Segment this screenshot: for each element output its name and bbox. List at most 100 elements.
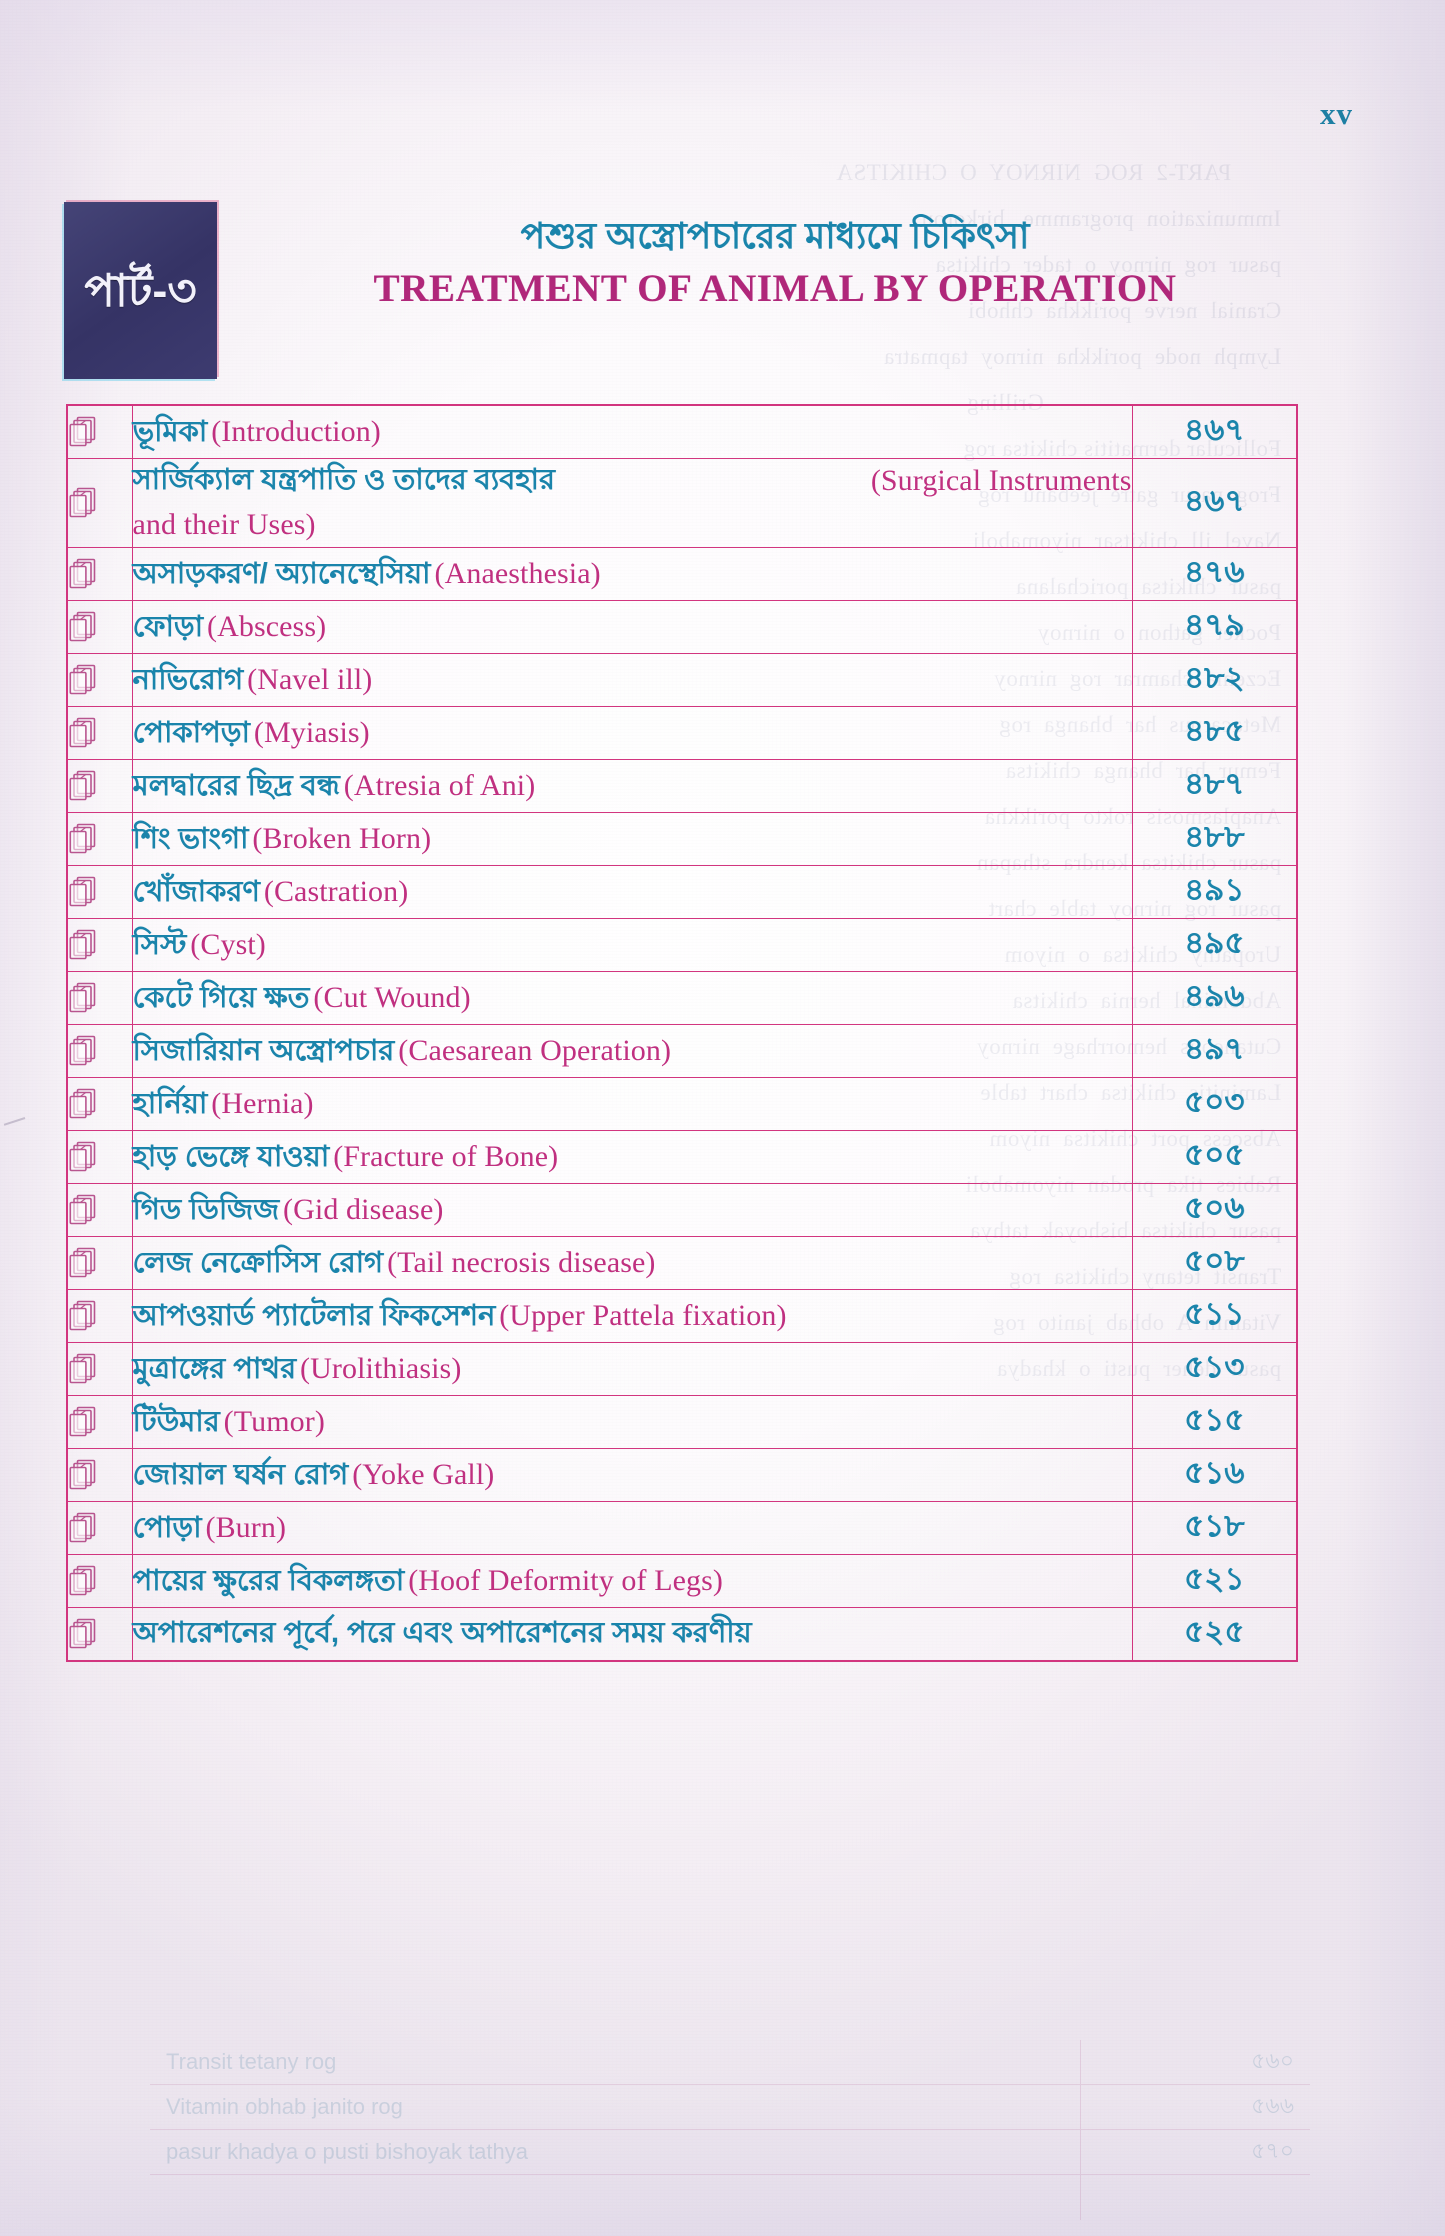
stacked-pages-icon xyxy=(68,981,132,1015)
toc-row[interactable]: নাভিরোগ (Navel ill) ৪৮২ xyxy=(68,652,1296,707)
toc-row[interactable]: টিউমার (Tumor) ৫১৫ xyxy=(68,1394,1296,1449)
toc-row[interactable]: ফোড়া (Abscess) ৪৭৯ xyxy=(68,599,1296,654)
toc-title-english: (Upper Pattela fixation) xyxy=(499,1298,787,1332)
toc-title-english: (Myiasis) xyxy=(253,715,370,749)
toc-row-icon-cell xyxy=(68,917,133,972)
toc-row-page-number: ৫০৩ xyxy=(1131,1076,1296,1131)
toc-row-icon-cell xyxy=(68,1288,133,1343)
toc-title-bengali: টিউমার xyxy=(132,1405,220,1438)
toc-row[interactable]: অসাড়করণ/ অ্যানেস্থেসিয়া (Anaesthesia) ৪… xyxy=(68,546,1296,601)
toc-row-title-cell[interactable]: ভূমিকা (Introduction) xyxy=(131,406,1133,459)
toc-row-title-cell[interactable]: মলদ্বারের ছিদ্র বন্ধ (Atresia of Ani) xyxy=(131,758,1133,813)
toc-row-page-number: ৫১৩ xyxy=(1131,1341,1296,1396)
toc-row-title-cell[interactable]: নাভিরোগ (Navel ill) xyxy=(131,652,1133,707)
toc-row-page-number: ৪৬৭ xyxy=(1131,458,1296,548)
toc-row-title-cell[interactable]: আপওয়ার্ড প্যাটেলার ফিকসেশন (Upper Patte… xyxy=(131,1288,1133,1343)
toc-row-icon-cell xyxy=(68,1235,133,1290)
part-badge-label: পার্ট-৩ xyxy=(84,265,197,316)
toc-row-title-cell[interactable]: সিস্ট (Cyst) xyxy=(131,917,1133,972)
stacked-pages-icon xyxy=(68,1193,132,1227)
stacked-pages-icon xyxy=(68,1087,132,1121)
toc-row[interactable]: মুত্রাঙ্গের পাথর (Urolithiasis) ৫১৩ xyxy=(68,1341,1296,1396)
toc-row-title-cell[interactable]: অসাড়করণ/ অ্যানেস্থেসিয়া (Anaesthesia) xyxy=(131,546,1133,601)
scan-artifact xyxy=(3,1117,31,1141)
toc-row[interactable]: পায়ের ক্ষুরের বিকলঙ্গতা (Hoof Deformity… xyxy=(68,1553,1296,1608)
toc-title-english: (Anaesthesia) xyxy=(434,556,601,590)
toc-title-english: (Yoke Gall) xyxy=(352,1457,495,1491)
toc-row[interactable]: আপওয়ার্ড প্যাটেলার ফিকসেশন (Upper Patte… xyxy=(68,1288,1296,1343)
stacked-pages-icon xyxy=(68,1034,132,1068)
toc-table: ভূমিকা (Introduction) ৪৬৭ সার্জিক্যাল যন্ত… xyxy=(68,406,1296,1660)
toc-title-bengali: ফোড়া xyxy=(132,610,203,643)
toc-row[interactable]: মলদ্বারের ছিদ্র বন্ধ (Atresia of Ani) ৪৮৭ xyxy=(68,758,1296,813)
part-title-block: পশুর অস্ত্রোপচারের মাধ্যমে চিকিৎসা TREAT… xyxy=(240,215,1310,311)
toc-row-title-cell[interactable]: সার্জিক্যাল যন্ত্রপাতি ও তাদের ব্যবহার (S… xyxy=(131,458,1133,548)
toc-row-page-number: ৪৬৭ xyxy=(1131,406,1296,459)
toc-row-page-number: ৫১৫ xyxy=(1131,1394,1296,1449)
table-of-contents: ভূমিকা (Introduction) ৪৬৭ সার্জিক্যাল যন্ত… xyxy=(66,404,1298,1662)
toc-title-english: (Introduction) xyxy=(211,415,381,449)
toc-row-title-cell[interactable]: পোড়া (Burn) xyxy=(131,1500,1133,1555)
stacked-pages-icon xyxy=(68,822,132,856)
toc-row[interactable]: কেটে গিয়ে ক্ষত (Cut Wound) ৪৯৬ xyxy=(68,970,1296,1025)
toc-row-page-number: ৪৭৯ xyxy=(1131,599,1296,654)
toc-row-icon-cell xyxy=(68,599,133,654)
toc-row[interactable]: অপারেশনের পূর্বে, পরে এবং অপারেশনের সময়… xyxy=(68,1606,1296,1660)
toc-row-title-cell[interactable]: টিউমার (Tumor) xyxy=(131,1394,1133,1449)
toc-row[interactable]: হাড় ভেঙ্গে যাওয়া (Fracture of Bone) ৫০৫ xyxy=(68,1129,1296,1184)
toc-row-title-cell[interactable]: লেজ নেক্রোসিস রোগ (Tail necrosis disease… xyxy=(131,1235,1133,1290)
toc-row[interactable]: সিজারিয়ান অস্ত্রোপচার (Caesarean Operat… xyxy=(68,1023,1296,1078)
stacked-pages-icon xyxy=(68,1458,132,1492)
toc-row-title-cell[interactable]: হাড় ভেঙ্গে যাওয়া (Fracture of Bone) xyxy=(131,1129,1133,1184)
toc-row-icon-cell xyxy=(68,970,133,1025)
toc-row-title-cell[interactable]: জোয়াল ঘর্ষন রোগ (Yoke Gall) xyxy=(131,1447,1133,1502)
toc-row[interactable]: সিস্ট (Cyst) ৪৯৫ xyxy=(68,917,1296,972)
toc-row-page-number: ৫১৮ xyxy=(1131,1500,1296,1555)
toc-row-icon-cell xyxy=(68,1500,133,1555)
toc-row-icon-cell xyxy=(68,458,133,548)
toc-table-body: ভূমিকা (Introduction) ৪৬৭ সার্জিক্যাল যন্ত… xyxy=(68,406,1296,1660)
toc-row[interactable]: লেজ নেক্রোসিস রোগ (Tail necrosis disease… xyxy=(68,1235,1296,1290)
toc-row-page-number: ৪৯৭ xyxy=(1131,1023,1296,1078)
toc-row-page-number: ৪৯৬ xyxy=(1131,970,1296,1025)
next-page-bleedthrough: Transit tetany rog ৫৬০ Vitamin obhab jani… xyxy=(150,2040,1310,2220)
toc-row-title-cell[interactable]: খোঁজাকরণ (Castration) xyxy=(131,864,1133,919)
toc-row[interactable]: শিং ভাংগা (Broken Horn) ৪৮৮ xyxy=(68,811,1296,866)
toc-row[interactable]: সার্জিক্যাল যন্ত্রপাতি ও তাদের ব্যবহার (S… xyxy=(68,458,1296,548)
toc-row-page-number: ৪৮৮ xyxy=(1131,811,1296,866)
toc-row-title-cell[interactable]: গিড ডিজিজ (Gid disease) xyxy=(131,1182,1133,1237)
toc-row-title-cell[interactable]: হার্নিয়া (Hernia) xyxy=(131,1076,1133,1131)
toc-row[interactable]: হার্নিয়া (Hernia) ৫০৩ xyxy=(68,1076,1296,1131)
toc-title-english: (Cyst) xyxy=(190,927,266,961)
toc-row[interactable]: পোড়া (Burn) ৫১৮ xyxy=(68,1500,1296,1555)
toc-row[interactable]: গিড ডিজিজ (Gid disease) ৫০৬ xyxy=(68,1182,1296,1237)
part-title-bengali: পশুর অস্ত্রোপচারের মাধ্যমে চিকিৎসা xyxy=(520,215,1030,256)
toc-row-title-cell[interactable]: মুত্রাঙ্গের পাথর (Urolithiasis) xyxy=(131,1341,1133,1396)
toc-row-title-cell[interactable]: শিং ভাংগা (Broken Horn) xyxy=(131,811,1133,866)
toc-row[interactable]: পোকাপড়া (Myiasis) ৪৮৫ xyxy=(68,705,1296,760)
toc-row[interactable]: খোঁজাকরণ (Castration) ৪৯১ xyxy=(68,864,1296,919)
toc-row-icon-cell xyxy=(68,1394,133,1449)
toc-row-title-cell[interactable]: সিজারিয়ান অস্ত্রোপচার (Caesarean Operat… xyxy=(131,1023,1133,1078)
toc-row[interactable]: জোয়াল ঘর্ষন রোগ (Yoke Gall) ৫১৬ xyxy=(68,1447,1296,1502)
toc-row-page-number: ৪৮৫ xyxy=(1131,705,1296,760)
toc-title-bengali: লেজ নেক্রোসিস রোগ xyxy=(132,1246,384,1279)
toc-row-title-cell[interactable]: ফোড়া (Abscess) xyxy=(131,599,1133,654)
toc-row-title-cell[interactable]: কেটে গিয়ে ক্ষত (Cut Wound) xyxy=(131,970,1133,1025)
toc-title-bengali: সার্জিক্যাল যন্ত্রপাতি ও তাদের ব্যবহার xyxy=(132,464,555,496)
toc-title-english: (Navel ill) xyxy=(247,662,373,696)
toc-title-bengali: নাভিরোগ xyxy=(132,663,244,696)
toc-row[interactable]: ভূমিকা (Introduction) ৪৬৭ xyxy=(68,406,1296,459)
part-title-english: TREATMENT OF ANIMAL BY OPERATION xyxy=(373,267,1177,311)
toc-row-page-number: ৫১৬ xyxy=(1131,1447,1296,1502)
toc-row-title-cell[interactable]: পোকাপড়া (Myiasis) xyxy=(131,705,1133,760)
toc-row-title-cell[interactable]: অপারেশনের পূর্বে, পরে এবং অপারেশনের সময়… xyxy=(131,1606,1133,1660)
toc-title-english: (Hoof Deformity of Legs) xyxy=(408,1563,723,1597)
stacked-pages-icon xyxy=(68,557,132,591)
toc-row-icon-cell xyxy=(68,1447,133,1502)
stacked-pages-icon xyxy=(68,1299,132,1333)
toc-title-english: (Abscess) xyxy=(206,609,327,643)
toc-row-title-cell[interactable]: পায়ের ক্ষুরের বিকলঙ্গতা (Hoof Deformity… xyxy=(131,1553,1133,1608)
toc-row-page-number: ৪৯১ xyxy=(1131,864,1296,919)
toc-title-english: (Urolithiasis) xyxy=(300,1351,462,1385)
